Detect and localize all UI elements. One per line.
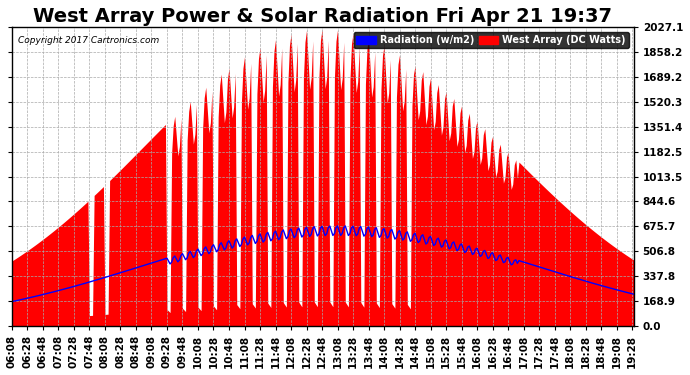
Legend: Radiation (w/m2), West Array (DC Watts): Radiation (w/m2), West Array (DC Watts) [353, 32, 629, 48]
Text: Copyright 2017 Cartronics.com: Copyright 2017 Cartronics.com [18, 36, 159, 45]
Title: West Array Power & Solar Radiation Fri Apr 21 19:37: West Array Power & Solar Radiation Fri A… [33, 7, 612, 26]
